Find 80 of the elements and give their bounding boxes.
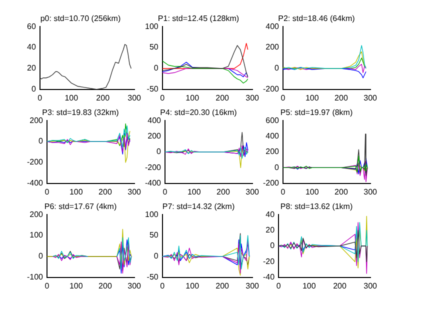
y-tick-label: 20 xyxy=(266,226,276,235)
x-tick-label: 0 xyxy=(162,187,168,196)
y-tick-label: 200 xyxy=(148,132,162,141)
x-tick-label: 100 xyxy=(69,281,84,290)
y-tick-label: 200 xyxy=(30,116,44,125)
x-tick-label: 100 xyxy=(305,187,320,196)
x-tick-label: 200 xyxy=(216,93,230,102)
x-tick-label: 300 xyxy=(128,187,142,196)
y-tick-label: 100 xyxy=(144,210,159,219)
x-tick-label: 200 xyxy=(334,93,348,102)
x-tick-label: 100 xyxy=(302,281,316,290)
y-tick-label: -200 xyxy=(262,84,280,94)
y-tick-label: 400 xyxy=(266,132,280,141)
y-tick-label: 20 xyxy=(26,64,36,73)
x-tick-label: 200 xyxy=(98,281,112,290)
y-tick-label: -100 xyxy=(26,272,44,282)
chart-title: P1: std=12.45 (128km) xyxy=(158,14,240,24)
x-tick-label: 200 xyxy=(333,281,347,290)
chart-title: P4: std=20.30 (16km) xyxy=(160,108,238,118)
x-tick-label: 100 xyxy=(64,93,79,102)
x-tick-label: 0 xyxy=(44,187,50,196)
x-tick-label: 300 xyxy=(246,187,260,196)
y-tick-label: 100 xyxy=(30,230,44,240)
y-tick-label: 600 xyxy=(266,116,280,125)
y-tick-label: 100 xyxy=(144,22,159,31)
x-tick-label: 100 xyxy=(187,187,202,196)
chart-title: P5: std=19.97 (8km) xyxy=(280,108,353,118)
y-tick-label: 200 xyxy=(30,210,44,219)
y-tick-label: -40 xyxy=(263,272,276,282)
chart-title: P6: std=17.67 (4km) xyxy=(44,202,117,212)
y-tick-label: -200 xyxy=(144,162,162,172)
y-tick-label: 0 xyxy=(38,136,44,146)
x-tick-label: 0 xyxy=(44,281,50,290)
y-tick-label: 40 xyxy=(26,42,36,52)
y-tick-label: 0 xyxy=(154,64,159,73)
x-tick-label: 100 xyxy=(69,187,84,196)
y-tick-label: 0 xyxy=(156,147,162,156)
y-tick-label: 0 xyxy=(31,84,36,94)
x-tick-label: 100 xyxy=(186,93,200,102)
x-tick-label: 300 xyxy=(364,281,378,290)
x-tick-label: 300 xyxy=(128,93,142,102)
x-tick-label: 300 xyxy=(364,93,378,102)
y-tick-label: 40 xyxy=(266,210,276,219)
x-tick-label: 300 xyxy=(128,281,142,290)
y-tick-label: 0 xyxy=(270,241,276,250)
y-tick-label: 0 xyxy=(154,252,159,261)
y-tick-label: 50 xyxy=(149,42,159,52)
y-tick-label: -400 xyxy=(144,178,162,188)
chart-title: P2: std=18.46 (64km) xyxy=(278,14,356,24)
y-tick-label: 400 xyxy=(266,22,280,31)
x-tick-label: 200 xyxy=(96,93,110,102)
y-tick-label: 400 xyxy=(148,116,162,125)
chart-title: P3: std=19.83 (32km) xyxy=(42,108,120,118)
y-tick-label: 0 xyxy=(274,162,280,172)
y-tick-label: 200 xyxy=(266,147,280,156)
y-tick-label: -200 xyxy=(26,158,44,167)
y-tick-label: 200 xyxy=(266,42,280,52)
x-tick-label: 300 xyxy=(246,281,260,290)
x-tick-label: 0 xyxy=(280,93,286,102)
x-tick-label: 200 xyxy=(334,187,348,196)
chart-title: P7: std=14.32 (2km) xyxy=(162,202,235,212)
x-tick-label: 300 xyxy=(364,187,378,196)
x-tick-label: 100 xyxy=(186,281,200,290)
y-tick-label: 60 xyxy=(26,22,36,31)
y-tick-label: 50 xyxy=(149,230,159,240)
x-tick-label: 300 xyxy=(246,93,260,102)
y-tick-label: 0 xyxy=(38,252,44,261)
chart-title: p0: std=10.70 (256km) xyxy=(40,14,121,24)
x-tick-label: 200 xyxy=(98,187,112,196)
chart-title: P8: std=13.62 (1km) xyxy=(280,202,353,212)
y-tick-label: -50 xyxy=(146,272,159,282)
y-tick-label: 0 xyxy=(274,64,280,73)
x-tick-label: 200 xyxy=(216,281,230,290)
x-tick-label: 100 xyxy=(305,93,320,102)
y-tick-label: -400 xyxy=(26,178,44,188)
y-tick-label: -50 xyxy=(146,84,159,94)
x-tick-label: 200 xyxy=(216,187,230,196)
x-tick-label: 0 xyxy=(280,187,286,196)
y-tick-label: -200 xyxy=(262,178,280,188)
y-tick-label: -20 xyxy=(263,256,276,266)
